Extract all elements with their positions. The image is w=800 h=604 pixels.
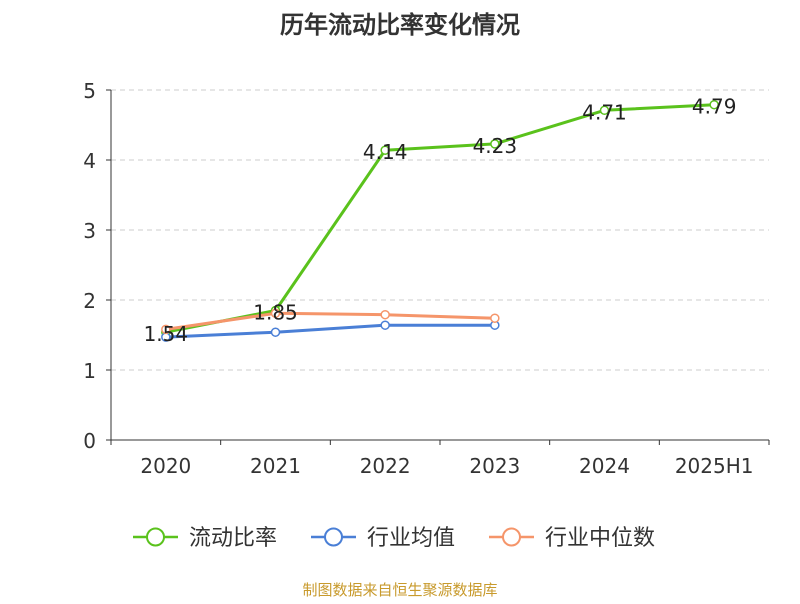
y-tick-label: 1 [83, 359, 96, 383]
series-line-2 [165, 323, 495, 339]
data-label: 4.23 [473, 134, 518, 158]
data-label: 4.71 [582, 100, 627, 124]
data-label: 4.79 [692, 95, 737, 119]
source-note: 制图数据来自恒生聚源数据库 [302, 581, 497, 599]
data-point [270, 308, 281, 319]
legend-marker [324, 527, 343, 547]
legend-marker [502, 527, 521, 547]
x-tick-label: 2025H1 [675, 454, 754, 478]
chart-title: 历年流动比率变化情况 [280, 11, 520, 39]
data-point [490, 139, 500, 149]
x-tick-label: 2023 [469, 454, 520, 478]
legend-label: 行业中位数 [545, 526, 655, 551]
data-point [161, 324, 171, 335]
data-label: 4.14 [363, 140, 408, 164]
data-point [270, 327, 281, 337]
x-tick-label: 2021 [250, 454, 301, 478]
data-label: 1.85 [253, 301, 298, 325]
data-point [380, 309, 390, 320]
y-tick-label: 3 [83, 219, 96, 243]
data-point [380, 320, 390, 330]
legend-marker [146, 527, 165, 547]
y-tick-label: 5 [83, 79, 96, 103]
data-point [380, 145, 390, 155]
series-line-1 [165, 103, 715, 334]
legend-label: 流动比率 [189, 526, 277, 551]
x-tick-label: 2024 [579, 454, 630, 478]
y-tick-label: 0 [83, 429, 96, 453]
y-tick-label: 4 [83, 149, 96, 173]
data-point [709, 99, 719, 110]
series-line-3 [165, 311, 495, 331]
data-label: 1.54 [144, 322, 189, 346]
x-tick-label: 2020 [140, 454, 191, 478]
legend-label: 行业均值 [367, 526, 455, 551]
data-point [490, 313, 500, 323]
data-point [599, 105, 610, 116]
y-tick-label: 2 [83, 289, 96, 313]
x-tick-label: 2022 [360, 454, 411, 478]
